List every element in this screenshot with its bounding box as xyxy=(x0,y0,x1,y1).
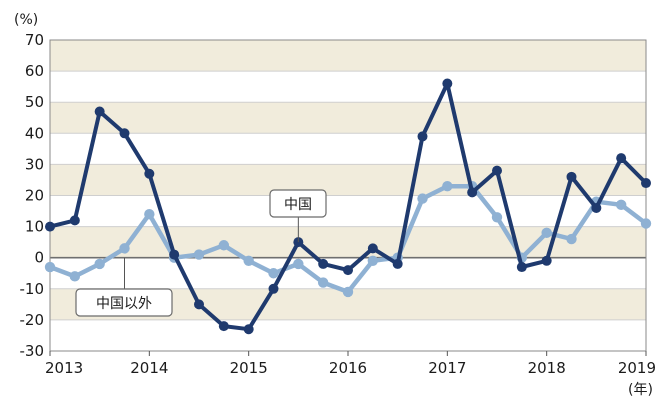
band xyxy=(50,102,646,134)
data-point xyxy=(69,215,80,226)
data-point xyxy=(541,227,552,239)
y-tick-label: 60 xyxy=(25,62,44,80)
y-tick-label: 40 xyxy=(25,124,44,142)
data-point xyxy=(45,221,55,232)
data-point xyxy=(293,258,304,270)
x-tick-label: 2017 xyxy=(428,359,466,377)
band xyxy=(50,71,646,103)
annotation-callout: 中国以外 xyxy=(75,257,173,317)
data-point xyxy=(94,106,105,117)
data-point xyxy=(218,321,229,332)
band xyxy=(50,133,646,165)
data-point xyxy=(566,171,577,182)
x-tick-label: 2014 xyxy=(130,359,168,377)
data-point xyxy=(44,261,56,273)
data-point xyxy=(268,268,279,279)
data-point xyxy=(194,299,204,310)
data-point xyxy=(317,277,329,288)
data-point xyxy=(392,258,403,269)
data-point xyxy=(566,233,577,245)
data-point xyxy=(342,286,354,298)
data-point xyxy=(243,255,254,267)
data-point xyxy=(367,255,379,267)
y-tick-label: 10 xyxy=(25,218,44,236)
data-point xyxy=(69,271,81,282)
data-point xyxy=(417,131,428,142)
data-point xyxy=(144,208,155,220)
y-tick-label: 70 xyxy=(25,31,44,49)
data-point xyxy=(516,262,527,273)
series-layer xyxy=(44,78,652,335)
x-tick-label: 2016 xyxy=(329,359,367,377)
data-point xyxy=(218,240,230,251)
y-tick-label: -30 xyxy=(20,342,45,360)
data-point xyxy=(367,243,378,254)
data-point xyxy=(541,255,552,266)
data-point xyxy=(467,187,478,198)
data-point xyxy=(268,283,279,294)
data-point xyxy=(492,165,502,176)
y-tick-label: -10 xyxy=(20,280,45,298)
y-tick-label: -20 xyxy=(20,311,45,329)
data-point xyxy=(615,199,627,211)
x-tick-label: 2019 xyxy=(618,359,656,377)
data-point xyxy=(144,168,155,179)
data-point xyxy=(119,128,130,139)
data-point xyxy=(169,249,180,260)
data-point xyxy=(442,78,453,89)
annotation-text: 中国 xyxy=(284,197,312,213)
data-point xyxy=(318,258,329,269)
x-axis-ticks: 2013 2014 2015 2016 2017 2018 2019 xyxy=(45,351,656,377)
data-point xyxy=(417,193,428,204)
y-tick-label: 20 xyxy=(25,187,44,205)
data-point xyxy=(616,153,627,164)
data-point xyxy=(243,324,254,335)
annotation-text: 中国以外 xyxy=(96,296,152,312)
band xyxy=(50,319,646,351)
y-tick-label: 30 xyxy=(25,155,44,173)
data-point xyxy=(94,258,105,270)
x-tick-label: 2015 xyxy=(230,359,268,377)
annotation-callout: 中国 xyxy=(269,189,327,243)
y-tick-label: 50 xyxy=(25,93,44,111)
data-point xyxy=(193,249,205,260)
data-point xyxy=(641,178,651,189)
data-point xyxy=(119,243,130,254)
annotation-box xyxy=(75,288,173,317)
data-point xyxy=(442,180,453,192)
band xyxy=(50,40,646,72)
data-point xyxy=(343,265,353,276)
x-tick-label: 2018 xyxy=(528,359,566,377)
y-tick-label: 0 xyxy=(34,249,44,267)
y-axis-unit: (%) xyxy=(14,12,38,28)
data-point xyxy=(591,202,602,213)
series-0 xyxy=(45,78,651,335)
annotation-box xyxy=(269,189,327,218)
y-axis-ticks: -30 -20 -10 0 10 20 30 40 50 60 70 xyxy=(20,31,45,360)
x-tick-label: 2013 xyxy=(45,359,83,377)
data-point xyxy=(640,218,652,229)
band xyxy=(50,164,646,196)
data-point xyxy=(491,212,503,223)
x-axis-unit: (年) xyxy=(628,382,653,398)
